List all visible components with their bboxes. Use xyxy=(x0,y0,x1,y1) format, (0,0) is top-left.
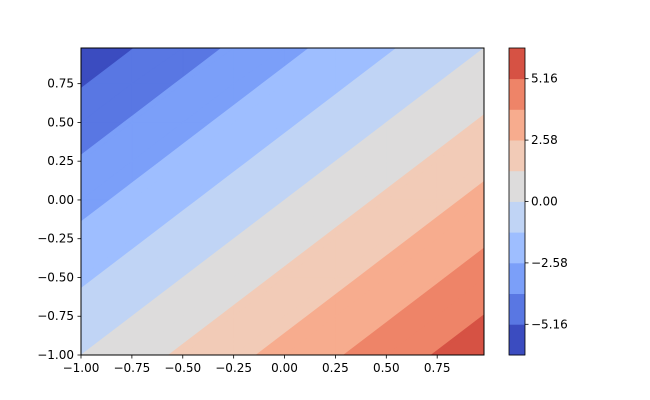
colorbar-segment xyxy=(509,140,525,172)
x-axis: −1.00 −0.75 −0.50 −0.25 0.00 0.25 0.50 0.75 xyxy=(63,355,451,375)
x-tick-label: 0.75 xyxy=(424,361,451,375)
y-tick-label: 0.00 xyxy=(47,193,74,207)
contour-band-10 xyxy=(430,314,484,355)
y-axis: −1.00 −0.75 −0.50 −0.25 0.00 0.25 0.50 0.75 xyxy=(37,77,81,362)
colorbar-segment xyxy=(509,201,525,233)
colorbar-tick-label: 5.16 xyxy=(531,72,558,86)
colorbar-segment xyxy=(509,324,525,356)
colorbar-tick-label: 2.58 xyxy=(531,133,558,147)
y-tick-label: 0.50 xyxy=(47,115,74,129)
plot-area xyxy=(81,48,484,355)
colorbar-tick-label: −5.16 xyxy=(531,317,568,331)
x-tick-label: −0.25 xyxy=(215,361,252,375)
colorbar-tick-label: −2.58 xyxy=(531,256,568,270)
colorbar-segment xyxy=(509,170,525,202)
x-tick-label: 0.50 xyxy=(373,361,400,375)
colorbar-segment xyxy=(509,262,525,294)
colorbar-segment xyxy=(509,78,525,110)
x-tick-label: −1.00 xyxy=(63,361,100,375)
y-tick-label: −0.75 xyxy=(37,309,74,323)
colorbar-segment xyxy=(509,232,525,264)
colorbar-segment xyxy=(509,48,525,80)
x-tick-label: −0.75 xyxy=(113,361,150,375)
y-tick-label: 0.75 xyxy=(47,77,74,91)
y-tick-label: −0.50 xyxy=(37,270,74,284)
colorbar-segment xyxy=(509,293,525,325)
x-tick-label: 0.00 xyxy=(271,361,298,375)
colorbar-tick-label: 0.00 xyxy=(531,195,558,209)
y-tick-label: −1.00 xyxy=(37,348,74,362)
plot-frame xyxy=(80,47,485,356)
colorbar: −5.16 −2.58 0.00 2.58 5.16 xyxy=(508,47,568,356)
y-tick-label: −0.25 xyxy=(37,232,74,246)
x-tick-label: −0.50 xyxy=(164,361,201,375)
y-tick-label: 0.25 xyxy=(47,154,74,168)
x-tick-label: 0.25 xyxy=(322,361,349,375)
colorbar-segment xyxy=(509,109,525,141)
